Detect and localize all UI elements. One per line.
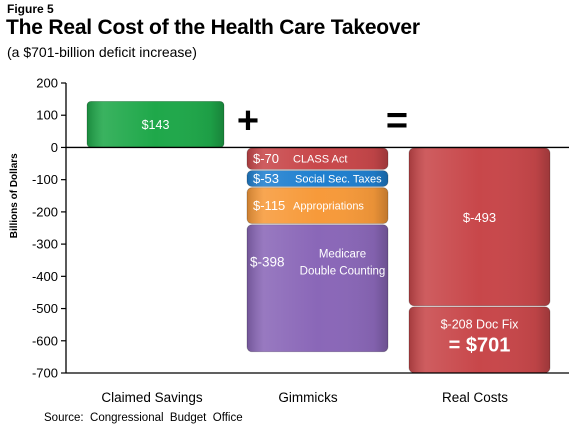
y-tick-label: -300 — [32, 237, 58, 252]
bar-value-label: $-208 Doc Fix — [441, 317, 520, 331]
y-tick-label: -700 — [32, 366, 58, 381]
y-tick-label: -400 — [32, 269, 58, 284]
bar-segment-shading — [409, 306, 550, 373]
figure-label: Figure 5 — [7, 2, 54, 16]
y-tick-label: 0 — [51, 140, 58, 155]
bar-segment-shading — [409, 148, 550, 306]
bar-segment-shading — [247, 187, 388, 224]
y-axis-label: Billions of Dollars — [9, 153, 20, 238]
y-tick-label: -500 — [32, 301, 58, 316]
bar-segment-shading — [87, 101, 224, 148]
bar-value-label: $-70 — [253, 151, 279, 166]
total-label: = $701 — [449, 334, 511, 356]
bar-segment-label: Medicare — [319, 248, 366, 260]
plus-operator: + — [237, 100, 259, 142]
x-category-label: Claimed Savings — [101, 390, 203, 405]
chart-title: The Real Cost of the Health Care Takeove… — [6, 16, 420, 39]
y-tick-label: -100 — [32, 172, 58, 187]
y-tick-label: 200 — [36, 76, 58, 91]
chart-subtitle: (a $701-billion deficit increase) — [7, 44, 197, 60]
bar-value-label: $-398 — [250, 254, 285, 269]
bar-segment-shading — [247, 224, 388, 352]
source-note: Source: Congressional Budget Office — [44, 412, 243, 424]
bar-segment-shading — [247, 148, 388, 170]
bar-segment-label: Double Counting — [300, 265, 386, 277]
x-category-label: Real Costs — [442, 390, 508, 405]
bar-value-label: $143 — [142, 118, 170, 132]
bar-value-label: $-115 — [253, 198, 285, 213]
bar-value-label: $-53 — [253, 171, 279, 186]
bar-segment-label: Social Sec. Taxes — [295, 174, 382, 186]
bar-segment-shading — [247, 170, 388, 187]
bar-value-label: $-493 — [463, 210, 496, 225]
y-tick-label: 100 — [36, 108, 58, 123]
bar-segment-label: Appropriations — [293, 201, 364, 213]
y-tick-label: -200 — [32, 204, 58, 219]
x-category-label: Gimmicks — [278, 390, 337, 405]
bar-segment-label: CLASS Act — [293, 154, 347, 166]
equals-operator: = — [386, 100, 408, 142]
y-tick-label: -600 — [32, 333, 58, 348]
